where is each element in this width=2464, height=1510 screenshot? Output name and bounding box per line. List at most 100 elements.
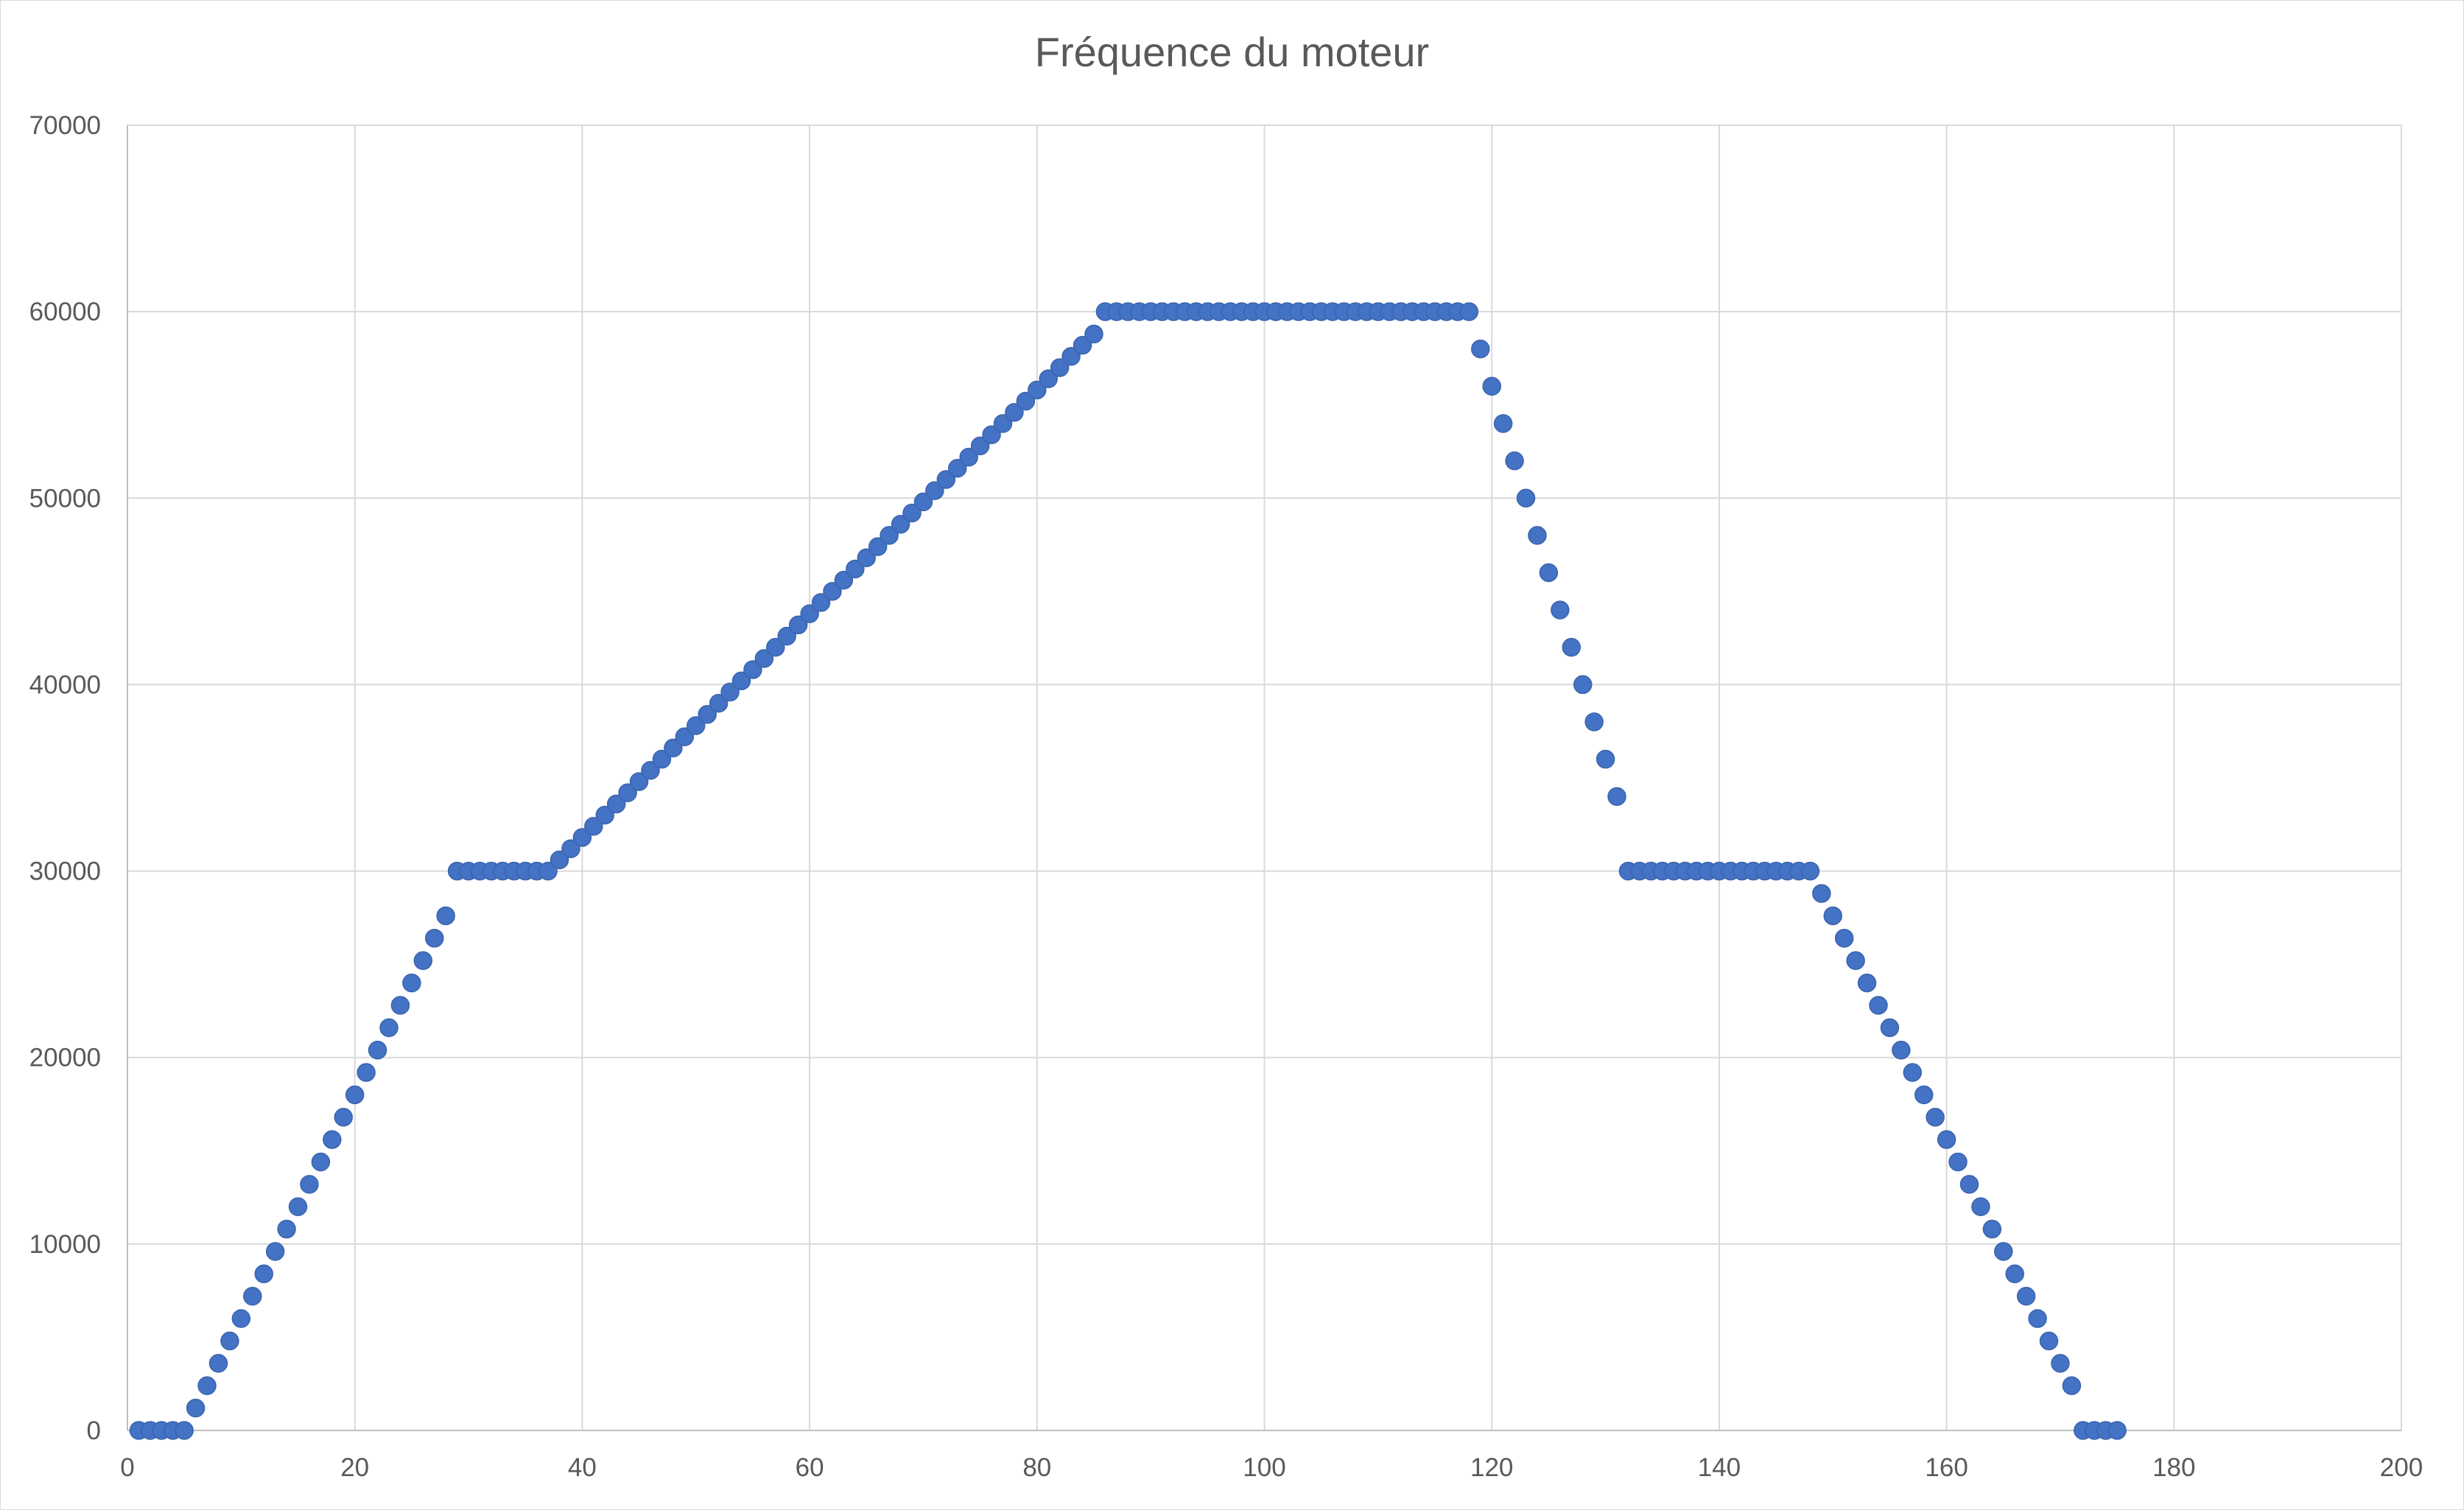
x-tick-label: 160 [1925, 1453, 1968, 1482]
data-point [436, 906, 455, 926]
data-point [731, 671, 751, 691]
data-point [913, 492, 933, 512]
data-point [698, 705, 717, 724]
data-point [1869, 996, 1888, 1015]
tick-labels: 0 20 40 60 80 100 120 140 160 180 200 0 10000 20000 30… [29, 111, 2423, 1482]
data-point [1084, 324, 1103, 344]
data-point [311, 1152, 331, 1172]
data-point [550, 850, 569, 870]
x-tick-label: 0 [120, 1453, 134, 1482]
data-point [1892, 1040, 1911, 1060]
data-point [687, 716, 706, 735]
data-point [572, 828, 592, 847]
data-point [186, 1398, 206, 1418]
data-point [1948, 1152, 1968, 1172]
data-point [834, 570, 854, 590]
data-point [1573, 675, 1593, 695]
data-point [1834, 928, 1854, 948]
data-point [959, 447, 978, 467]
data-point [1937, 1130, 1956, 1149]
x-tick-label: 140 [1698, 1453, 1741, 1482]
data-point [777, 626, 796, 646]
data-point [357, 1063, 376, 1082]
x-tick-label: 200 [2380, 1453, 2423, 1482]
y-tick-label: 30000 [29, 857, 101, 886]
data-point [1982, 1219, 2002, 1239]
data-point [743, 660, 762, 679]
chart-title: Fréquence du moteur [1034, 29, 1430, 75]
data-point [175, 1421, 194, 1440]
data-point [936, 470, 956, 489]
data-point [334, 1107, 354, 1127]
data-point [902, 503, 922, 523]
data-point [538, 861, 558, 881]
data-point [379, 1018, 399, 1037]
data-point [1812, 884, 1831, 903]
data-point [2062, 1376, 2082, 1395]
data-point [1562, 638, 1581, 657]
data-point [243, 1286, 262, 1306]
y-tick-label: 70000 [29, 111, 101, 140]
data-point [1846, 951, 1865, 970]
data-point [629, 772, 649, 791]
data-point [208, 1354, 228, 1373]
data-point [1539, 563, 1559, 583]
data-point [231, 1309, 251, 1328]
data-point [788, 615, 808, 635]
x-tick-label: 180 [2152, 1453, 2195, 1482]
data-point [2051, 1354, 2070, 1373]
data-points [129, 302, 2127, 1440]
y-tick-label: 40000 [29, 670, 101, 699]
data-point [1914, 1085, 1934, 1105]
data-point [766, 638, 785, 657]
data-point [2016, 1286, 2036, 1306]
data-point [1459, 302, 1479, 321]
data-point [823, 582, 842, 601]
data-point [811, 593, 831, 612]
data-point [265, 1242, 285, 1261]
data-point [561, 839, 580, 858]
data-point [1994, 1242, 2013, 1261]
data-point [1528, 526, 1547, 545]
data-point [970, 436, 990, 456]
data-point [2028, 1309, 2047, 1328]
data-point [652, 749, 672, 769]
data-point [754, 649, 774, 668]
data-point [709, 693, 729, 713]
axes [127, 125, 2401, 1431]
x-tick-label: 80 [1022, 1453, 1051, 1482]
data-point [606, 794, 626, 814]
data-point [846, 559, 865, 579]
data-point [1584, 712, 1604, 731]
x-tick-label: 60 [796, 1453, 824, 1482]
x-tick-label: 20 [340, 1453, 369, 1482]
data-point [1926, 1107, 1945, 1127]
x-tick-label: 120 [1470, 1453, 1513, 1482]
data-point [1607, 787, 1626, 807]
data-point [925, 481, 944, 500]
data-point [424, 928, 444, 948]
data-point [1028, 380, 1047, 400]
data-point [1800, 861, 1820, 881]
data-point [891, 514, 910, 534]
data-point [720, 682, 740, 702]
data-point [1971, 1197, 1990, 1216]
data-point [675, 727, 695, 747]
data-point [618, 783, 637, 803]
data-point [1880, 1018, 1900, 1037]
data-point [595, 805, 615, 825]
data-point [1061, 347, 1081, 366]
data-point [323, 1130, 342, 1149]
data-point [1016, 391, 1036, 411]
data-point [800, 604, 819, 623]
data-point [368, 1040, 387, 1060]
data-point [664, 738, 683, 758]
data-point [857, 548, 877, 568]
data-point [982, 425, 1001, 444]
data-point [1857, 973, 1877, 993]
data-point [868, 537, 888, 556]
data-point [948, 459, 967, 478]
data-point [197, 1376, 217, 1395]
